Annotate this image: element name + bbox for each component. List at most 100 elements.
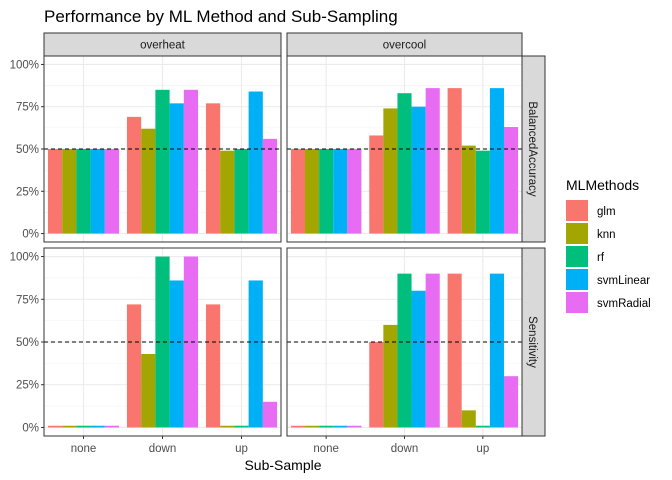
bar-knn-none bbox=[62, 425, 77, 428]
bar-svmLinear-none bbox=[90, 425, 105, 428]
y-tick-label: 0% bbox=[22, 422, 39, 434]
legend-item-svmLinear: svmLinear bbox=[566, 269, 650, 290]
legend-item-glm: glm bbox=[566, 200, 616, 221]
bar-svmRadial-none bbox=[347, 149, 362, 234]
bar-glm-down bbox=[369, 342, 384, 428]
bar-rf-down bbox=[155, 89, 170, 234]
bar-svmLinear-none bbox=[90, 149, 105, 234]
bar-svmRadial-down bbox=[183, 89, 199, 234]
legend-label: glm bbox=[597, 206, 616, 218]
bar-rf-down bbox=[397, 93, 412, 234]
bar-knn-down bbox=[383, 324, 398, 428]
bar-svmLinear-up bbox=[489, 88, 504, 234]
bar-glm-none bbox=[47, 149, 63, 234]
bar-glm-up bbox=[447, 273, 462, 428]
bar-rf-down bbox=[397, 273, 412, 428]
panel-overcool-BalancedAccuracy bbox=[286, 55, 523, 243]
bar-svmRadial-up bbox=[503, 127, 519, 234]
y-tick-label: 25% bbox=[16, 186, 39, 198]
panel-overheat-Sensitivity: 0% 25% 50% 75% 100% none down up bbox=[10, 247, 282, 455]
x-tick-label: down bbox=[391, 443, 419, 455]
legend-swatch bbox=[566, 292, 588, 313]
bar-svmLinear-down bbox=[411, 106, 426, 234]
x-axis-title: Sub-Sample bbox=[244, 457, 321, 473]
bar-knn-down bbox=[141, 353, 156, 428]
bar-glm-none bbox=[290, 149, 306, 234]
y-tick-label: 25% bbox=[16, 380, 39, 392]
bar-svmRadial-none bbox=[104, 149, 120, 234]
bar-svmRadial-down bbox=[425, 88, 440, 234]
x-tick-label: none bbox=[71, 443, 97, 455]
legend-swatch bbox=[566, 269, 588, 290]
panel-overheat-BalancedAccuracy: 0% 25% 50% 75% 100% bbox=[10, 55, 282, 243]
x-tick-label: up bbox=[235, 443, 248, 455]
legend-title: MLMethods bbox=[566, 177, 639, 193]
panels: 0% 25% 50% 75% 100% 0% 25% 50% 75% 100% none down up… bbox=[10, 55, 523, 455]
bar-svmRadial-none bbox=[104, 425, 120, 428]
bar-svmLinear-up bbox=[248, 280, 263, 428]
bar-glm-up bbox=[205, 304, 221, 428]
x-tick-label: down bbox=[149, 443, 177, 455]
bar-glm-up bbox=[447, 88, 462, 234]
legend-swatch bbox=[566, 200, 588, 221]
bar-rf-down bbox=[155, 256, 170, 428]
y-tick-label: 75% bbox=[16, 294, 39, 306]
bar-rf-none bbox=[319, 149, 334, 234]
bar-svmLinear-down bbox=[411, 290, 426, 428]
y-tick-label: 100% bbox=[10, 252, 39, 264]
strip-label-overheat: overheat bbox=[140, 40, 186, 52]
bar-knn-up bbox=[220, 425, 235, 428]
x-tick-label: up bbox=[476, 443, 489, 455]
legend-item-knn: knn bbox=[566, 223, 616, 244]
legend: MLMethods glm knn rf svmLinear svmRadial bbox=[566, 177, 651, 313]
strip-label-balanced-accuracy: BalancedAccuracy bbox=[526, 101, 538, 196]
x-tick-label: none bbox=[313, 443, 339, 455]
bar-glm-none bbox=[290, 425, 306, 428]
bar-glm-up bbox=[205, 103, 221, 234]
y-tick-label: 50% bbox=[16, 144, 39, 156]
bar-glm-down bbox=[126, 116, 142, 234]
bar-knn-up bbox=[461, 145, 476, 234]
bar-glm-down bbox=[126, 304, 142, 428]
bar-knn-up bbox=[220, 150, 235, 234]
bar-svmRadial-up bbox=[262, 138, 278, 234]
legend-label: svmLinear bbox=[597, 275, 650, 287]
legend-label: knn bbox=[597, 229, 616, 241]
bar-knn-none bbox=[305, 149, 320, 234]
y-tick-label: 0% bbox=[22, 229, 39, 241]
bar-knn-none bbox=[62, 149, 77, 234]
y-tick-label: 75% bbox=[16, 102, 39, 114]
strip-label-overcool: overcool bbox=[383, 40, 426, 52]
bar-knn-down bbox=[141, 128, 156, 234]
bar-svmRadial-down bbox=[425, 273, 440, 428]
bar-rf-none bbox=[319, 425, 334, 428]
bar-svmLinear-none bbox=[333, 425, 348, 428]
bar-svmRadial-up bbox=[262, 401, 278, 428]
bar-svmLinear-down bbox=[169, 280, 184, 428]
bar-rf-up bbox=[234, 149, 249, 234]
bar-glm-down bbox=[369, 135, 384, 234]
panel-overcool-Sensitivity: none down up bbox=[286, 247, 523, 455]
legend-swatch bbox=[566, 246, 588, 267]
legend-label: rf bbox=[597, 252, 605, 264]
bar-rf-none bbox=[76, 149, 91, 234]
bar-svmLinear-up bbox=[248, 91, 263, 234]
y-tick-label: 50% bbox=[16, 337, 39, 349]
bar-rf-up bbox=[475, 150, 490, 234]
bar-glm-none bbox=[47, 425, 63, 428]
bar-svmLinear-up bbox=[489, 273, 504, 428]
bar-svmRadial-none bbox=[347, 425, 362, 428]
bar-knn-none bbox=[305, 425, 320, 428]
legend-item-svmRadial: svmRadial bbox=[566, 292, 651, 313]
legend-item-rf: rf bbox=[566, 246, 605, 267]
bar-rf-up bbox=[475, 425, 490, 428]
bar-knn-down bbox=[383, 108, 398, 234]
legend-label: svmRadial bbox=[597, 298, 651, 310]
bar-knn-up bbox=[461, 410, 476, 428]
y-tick-label: 100% bbox=[10, 59, 39, 71]
bar-svmRadial-up bbox=[503, 376, 519, 428]
legend-swatch bbox=[566, 223, 588, 244]
strip-label-sensitivity: Sensitivity bbox=[526, 316, 538, 368]
bar-rf-up bbox=[234, 425, 249, 428]
